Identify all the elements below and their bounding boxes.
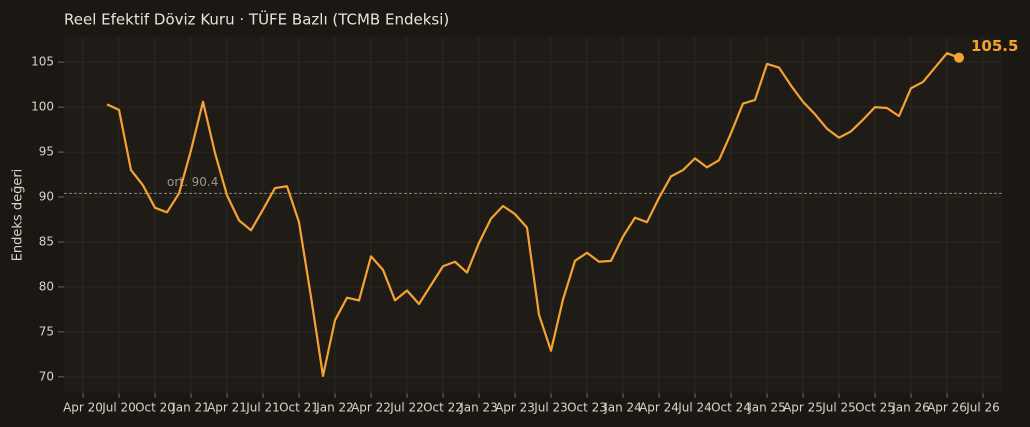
y-tick-label: 80	[39, 279, 54, 293]
x-tick-label: Jul 21	[245, 401, 280, 415]
chart-title: Reel Efektif Döviz Kuru · TÜFE Bazlı (TC…	[64, 10, 449, 29]
x-tick-label: Jan 23	[459, 401, 498, 415]
x-tick-label: Apr 22	[351, 401, 391, 415]
x-tick-label: Oct 23	[567, 401, 607, 415]
last-point	[954, 52, 964, 63]
y-tick-label: 75	[39, 324, 54, 338]
x-tick-label: Oct 24	[711, 401, 751, 415]
series-line	[106, 52, 960, 378]
y-tick-label: 95	[39, 145, 54, 159]
x-tick-label: Apr 24	[639, 401, 679, 415]
x-tick-label: Apr 25	[783, 401, 823, 415]
last-value-label: 105.5	[971, 37, 1018, 55]
y-tick-label: 70	[39, 369, 54, 383]
x-tick-label: Jul 20	[101, 401, 136, 415]
mean-label: ort. 90.4	[167, 175, 218, 189]
x-tick-label: Jan 25	[747, 401, 786, 415]
x-tick-label: Oct 21	[279, 401, 319, 415]
x-tick-label: Apr 26	[927, 401, 967, 415]
x-tick-label: Apr 20	[63, 401, 103, 415]
y-tick-label: 90	[39, 190, 54, 204]
x-tick-label: Jan 26	[891, 401, 930, 415]
x-tick-label: Apr 21	[207, 401, 247, 415]
x-tick-label: Jul 26	[965, 401, 1000, 415]
x-tick-label: Jul 24	[677, 401, 712, 415]
x-tick-label: Apr 23	[495, 401, 535, 415]
y-axis-label: Endeks değeri	[11, 169, 26, 262]
y-tick-label: 105	[31, 55, 54, 69]
y-tick-label: 100	[31, 100, 54, 114]
plot-area	[64, 37, 1002, 393]
x-tick-label: Jan 24	[603, 401, 642, 415]
x-tick-label: Jul 22	[389, 401, 424, 415]
x-tick-label: Jan 22	[315, 401, 354, 415]
y-tick-label: 85	[39, 234, 54, 248]
x-tick-label: Oct 20	[135, 401, 175, 415]
x-tick-label: Oct 22	[423, 401, 463, 415]
x-tick-label: Jul 23	[533, 401, 568, 415]
x-tick-label: Jul 25	[821, 401, 856, 415]
x-tick-label: Oct 25	[855, 401, 895, 415]
x-tick-label: Jan 21	[171, 401, 210, 415]
